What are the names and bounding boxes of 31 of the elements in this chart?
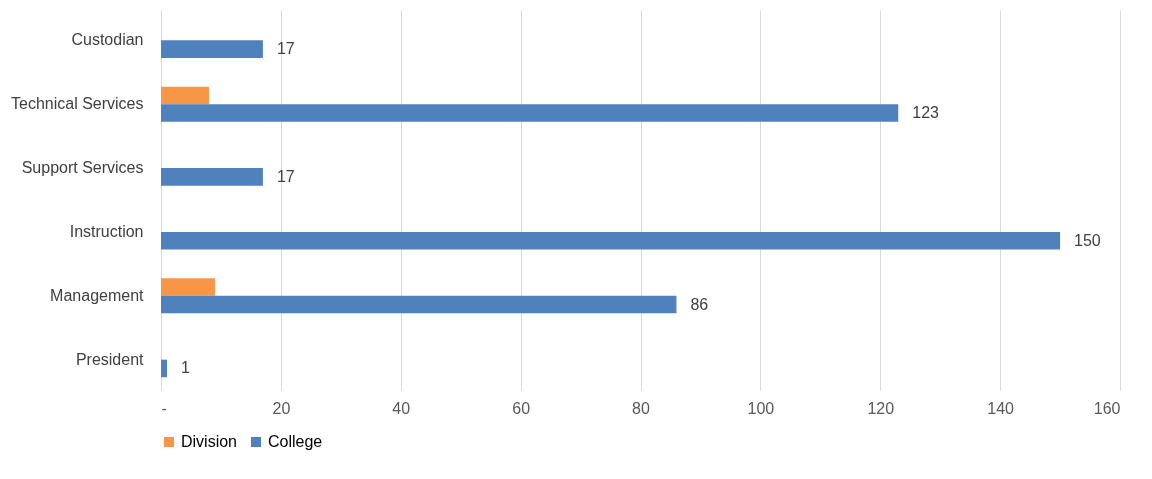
x-tick-label: 80: [632, 399, 650, 417]
data-label: 1: [180, 359, 190, 377]
y-tick-label: Technical Services: [11, 95, 144, 113]
data-label: 17: [276, 167, 295, 185]
bar: [161, 168, 263, 186]
y-tick-label: Management: [50, 286, 145, 304]
x-tick-label: 60: [512, 399, 531, 417]
x-tick-label: 120: [867, 399, 895, 417]
bar: [161, 295, 677, 314]
bar: [161, 278, 215, 296]
y-tick-label: Instruction: [69, 222, 144, 240]
bar: [161, 104, 899, 122]
bar: [161, 40, 263, 58]
x-tick-label: 100: [747, 399, 775, 417]
y-tick-label: President: [75, 350, 145, 368]
data-label: 17: [276, 40, 295, 58]
bar: [161, 359, 167, 378]
bar: [161, 86, 209, 105]
legend-label: Division: [181, 433, 238, 450]
y-tick-label: Support Services: [21, 159, 144, 177]
legend-label: College: [268, 433, 323, 450]
data-label: 150: [1074, 231, 1101, 249]
data-label: 86: [690, 295, 709, 313]
x-tick-label: -: [161, 399, 167, 417]
x-tick-label: 160: [1093, 399, 1121, 417]
x-tick-label: 40: [392, 399, 411, 417]
data-label: 123: [912, 103, 940, 121]
y-tick-label: Custodian: [71, 31, 144, 49]
bar: [161, 231, 1061, 250]
x-tick-label: 140: [987, 399, 1015, 417]
x-tick-label: 20: [272, 399, 291, 417]
